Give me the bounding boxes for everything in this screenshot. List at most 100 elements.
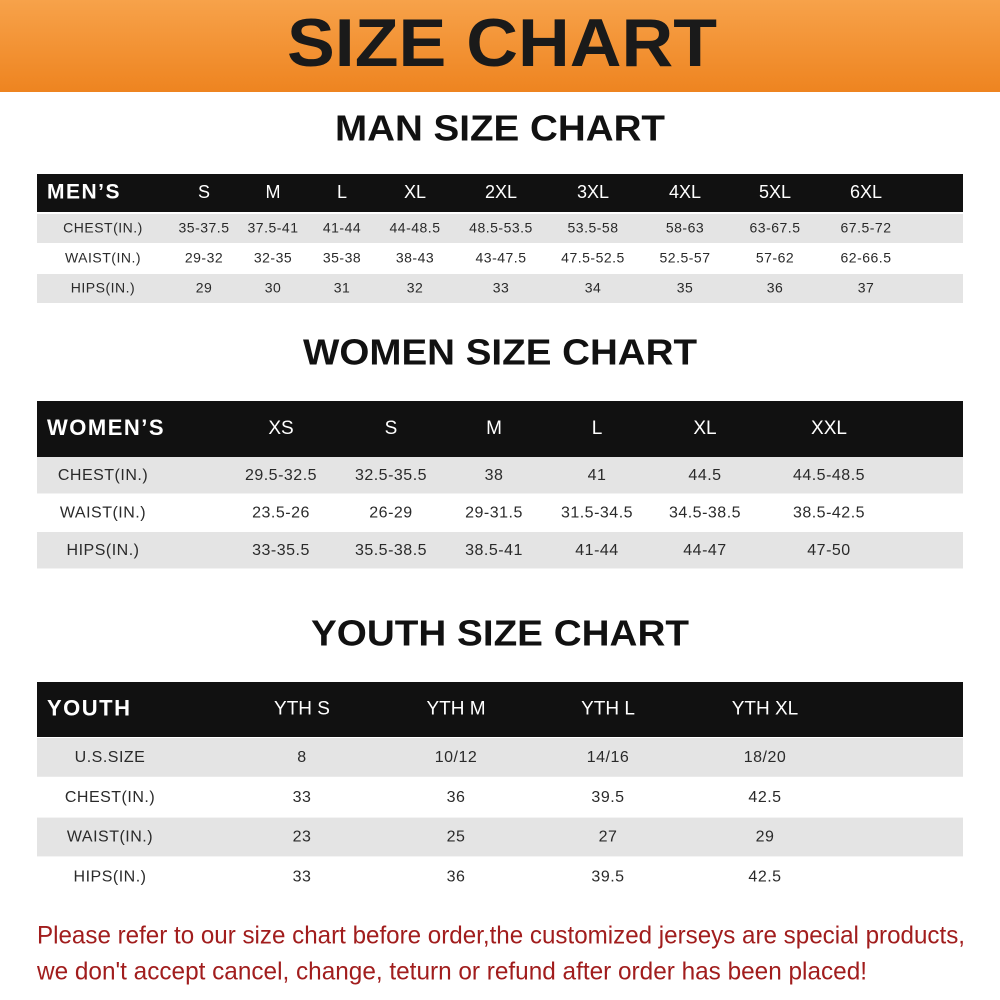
cell: 33 bbox=[493, 280, 510, 296]
header-label: MEN’S bbox=[47, 181, 121, 204]
cell: 30 bbox=[265, 280, 282, 296]
cell: 42.5 bbox=[748, 869, 781, 886]
cell: 48.5-53.5 bbox=[469, 220, 533, 236]
header-size: M bbox=[486, 418, 502, 439]
cell: 47.5-52.5 bbox=[561, 250, 625, 266]
header-size: 4XL bbox=[669, 182, 701, 202]
row-label: WAIST(IN.) bbox=[67, 829, 153, 846]
header-size: XL bbox=[404, 182, 426, 202]
header-size: YTH M bbox=[426, 699, 485, 720]
cell: 67.5-72 bbox=[841, 220, 892, 236]
header-size: M bbox=[266, 182, 281, 202]
section-title: YOUTH SIZE CHART bbox=[311, 613, 689, 654]
cell: 31 bbox=[334, 280, 351, 296]
header-size: 2XL bbox=[485, 182, 517, 202]
row-label: WAIST(IN.) bbox=[60, 504, 146, 521]
table-header-bar bbox=[37, 401, 963, 457]
cell: 34 bbox=[585, 280, 602, 296]
cell: 37 bbox=[858, 280, 875, 296]
cell: 35-38 bbox=[323, 250, 361, 266]
cell: 42.5 bbox=[748, 789, 781, 806]
footer-note: Please refer to our size chart before or… bbox=[37, 922, 965, 950]
cell: 34.5-38.5 bbox=[669, 504, 741, 521]
cell: 35-37.5 bbox=[179, 220, 230, 236]
row-shade bbox=[37, 214, 963, 243]
cell: 29 bbox=[196, 280, 213, 296]
cell: 32 bbox=[407, 280, 424, 296]
header-size: YTH XL bbox=[732, 699, 799, 720]
cell: 23.5-26 bbox=[252, 504, 310, 521]
row-shade bbox=[37, 457, 963, 494]
row-shade bbox=[37, 274, 963, 303]
cell: 44.5-48.5 bbox=[793, 467, 865, 484]
header-size: XL bbox=[693, 418, 716, 439]
cell: 14/16 bbox=[587, 749, 630, 766]
header-size: S bbox=[385, 418, 398, 439]
cell: 44-47 bbox=[683, 542, 726, 559]
cell: 36 bbox=[447, 869, 466, 886]
cell: 29-32 bbox=[185, 250, 223, 266]
header-size: L bbox=[337, 182, 347, 202]
footer-note: we don't accept cancel, change, teturn o… bbox=[36, 958, 867, 986]
page-title: SIZE CHART bbox=[287, 5, 717, 81]
row-label: HIPS(IN.) bbox=[71, 280, 135, 296]
row-shade bbox=[37, 738, 963, 777]
cell: 39.5 bbox=[591, 869, 624, 886]
row-label: CHEST(IN.) bbox=[65, 789, 155, 806]
cell: 25 bbox=[447, 829, 466, 846]
cell: 23 bbox=[293, 829, 312, 846]
header-size: YTH S bbox=[274, 699, 330, 720]
cell: 41-44 bbox=[575, 542, 618, 559]
row-shade bbox=[37, 817, 963, 857]
cell: 38-43 bbox=[396, 250, 434, 266]
header-size: XXL bbox=[811, 418, 847, 439]
cell: 32.5-35.5 bbox=[355, 467, 427, 484]
row-label: WAIST(IN.) bbox=[65, 250, 141, 266]
cell: 29.5-32.5 bbox=[245, 467, 317, 484]
cell: 37.5-41 bbox=[248, 220, 299, 236]
cell: 43-47.5 bbox=[476, 250, 527, 266]
table-header-bar bbox=[37, 174, 963, 212]
section-title: MAN SIZE CHART bbox=[335, 108, 665, 149]
cell: 63-67.5 bbox=[750, 220, 801, 236]
cell: 27 bbox=[599, 829, 618, 846]
header-size: 5XL bbox=[759, 182, 791, 202]
cell: 10/12 bbox=[435, 749, 478, 766]
cell: 57-62 bbox=[756, 250, 794, 266]
cell: 47-50 bbox=[807, 542, 850, 559]
cell: 38 bbox=[485, 467, 504, 484]
cell: 53.5-58 bbox=[568, 220, 619, 236]
cell: 41-44 bbox=[323, 220, 361, 236]
row-label: CHEST(IN.) bbox=[58, 467, 148, 484]
cell: 35 bbox=[677, 280, 694, 296]
cell: 26-29 bbox=[369, 504, 412, 521]
row-shade bbox=[37, 532, 963, 569]
header-size: YTH L bbox=[581, 699, 635, 720]
table-header-bar bbox=[37, 682, 963, 737]
cell: 33 bbox=[293, 869, 312, 886]
cell: 38.5-42.5 bbox=[793, 504, 865, 521]
cell: 31.5-34.5 bbox=[561, 504, 633, 521]
header-size: S bbox=[198, 182, 210, 202]
cell: 32-35 bbox=[254, 250, 292, 266]
row-label: HIPS(IN.) bbox=[67, 542, 140, 559]
header-label: WOMEN’S bbox=[47, 415, 165, 440]
row-label: CHEST(IN.) bbox=[63, 220, 143, 236]
cell: 58-63 bbox=[666, 220, 704, 236]
cell: 38.5-41 bbox=[465, 542, 523, 559]
cell: 44-48.5 bbox=[390, 220, 441, 236]
cell: 41 bbox=[588, 467, 607, 484]
cell: 36 bbox=[447, 789, 466, 806]
cell: 29 bbox=[756, 829, 775, 846]
header-label: YOUTH bbox=[47, 695, 132, 720]
row-label: U.S.SIZE bbox=[75, 749, 146, 766]
cell: 29-31.5 bbox=[465, 504, 523, 521]
cell: 8 bbox=[297, 749, 306, 766]
cell: 33 bbox=[293, 789, 312, 806]
cell: 39.5 bbox=[591, 789, 624, 806]
header-size: L bbox=[592, 418, 603, 439]
cell: 33-35.5 bbox=[252, 542, 310, 559]
cell: 35.5-38.5 bbox=[355, 542, 427, 559]
row-label: HIPS(IN.) bbox=[74, 869, 147, 886]
